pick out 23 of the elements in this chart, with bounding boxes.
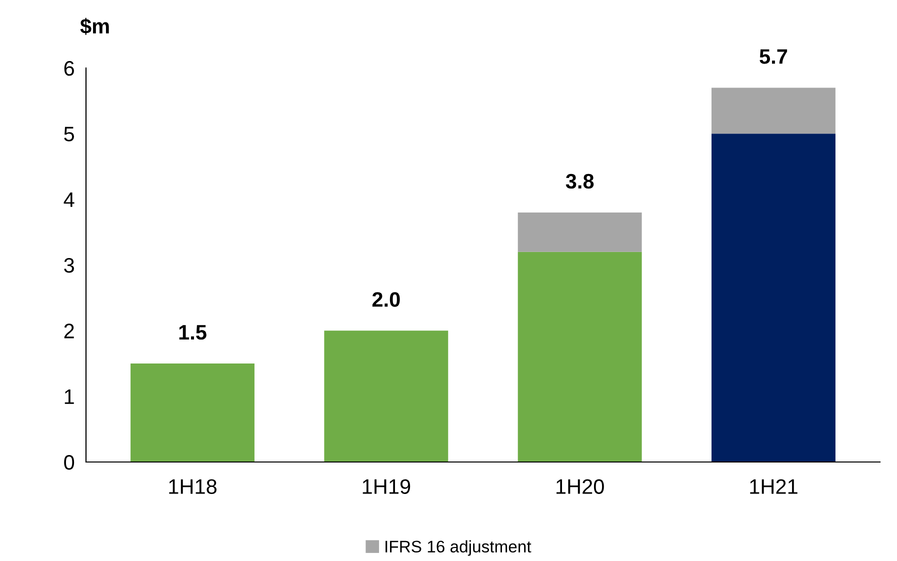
bar bbox=[518, 252, 642, 462]
total-label: 2.0 bbox=[372, 292, 400, 307]
x-tick-label: 1H21 bbox=[750, 479, 798, 494]
y-tick-label: 4 bbox=[64, 192, 74, 207]
x-tick-label: 1H20 bbox=[556, 479, 604, 494]
total-label: 5.7 bbox=[760, 49, 788, 64]
x-tick-label: 1H18 bbox=[169, 479, 217, 494]
total-label: 3.8 bbox=[566, 174, 594, 189]
y-tick-label: 1 bbox=[64, 390, 74, 404]
y-tick-label: 6 bbox=[64, 61, 74, 76]
bar bbox=[712, 134, 836, 462]
bar bbox=[712, 88, 836, 134]
total-label: 1.5 bbox=[179, 325, 206, 340]
bar bbox=[324, 330, 448, 462]
y-tick-label: 5 bbox=[64, 126, 74, 142]
legend-label: IFRS 16 adjustment bbox=[386, 540, 532, 556]
y-tick-label: 3 bbox=[64, 258, 74, 273]
bar bbox=[518, 212, 642, 252]
y-tick-label: 0 bbox=[64, 455, 74, 470]
y-axis-title: $m bbox=[80, 18, 109, 35]
y-tick-label: 2 bbox=[64, 324, 74, 338]
bar bbox=[130, 364, 254, 462]
x-tick-label: 1H19 bbox=[362, 479, 410, 494]
